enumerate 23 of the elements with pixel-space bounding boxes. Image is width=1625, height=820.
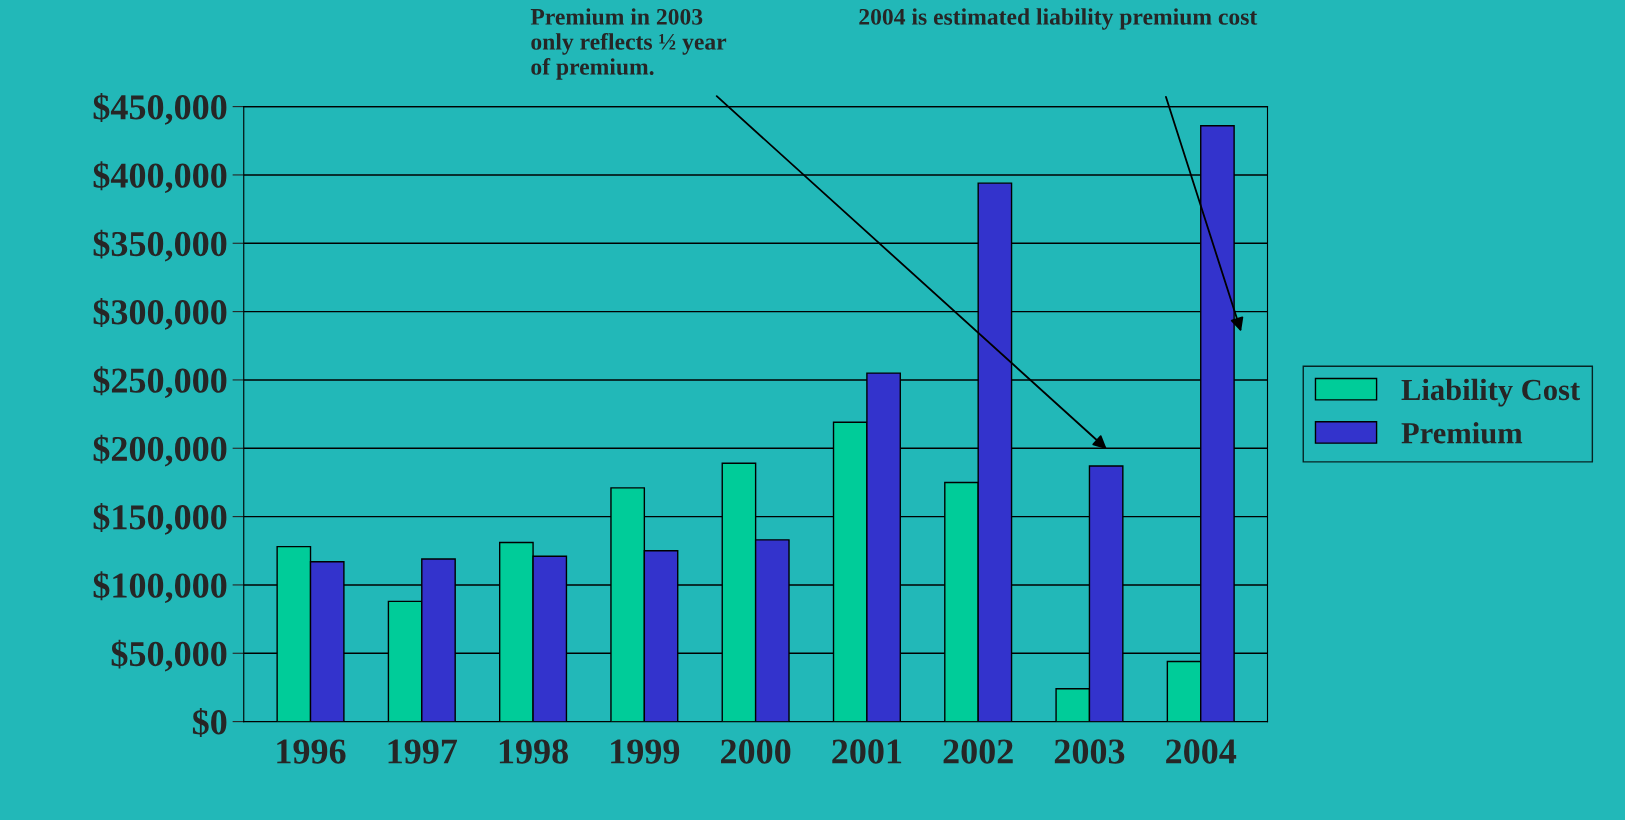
y-tick-label: $450,000	[93, 92, 227, 125]
x-tick-label: 1996	[277, 739, 346, 764]
y-tick-label: $250,000	[93, 366, 227, 399]
text: 2004 is estimated liability premium cost	[859, 8, 1258, 30]
legend-label: Liability Cost	[1401, 378, 1581, 407]
x-tick-label: 1998	[499, 739, 568, 764]
y-tick-label: $350,000	[93, 229, 227, 262]
x-tick-label: 2004	[1166, 739, 1237, 764]
x-tick-label: 1999	[611, 739, 680, 764]
x-tick-label: 2002	[943, 739, 1013, 764]
x-tick-label: 1997	[388, 739, 458, 764]
x-tick-label: 2000	[721, 739, 791, 764]
y-tick-label: $0	[192, 707, 227, 737]
x-tick-label: 2001	[832, 739, 902, 764]
text: Premium in 2003 only reflects ½ year of premium.	[530, 8, 727, 80]
legend-label: Premium	[1401, 421, 1523, 444]
y-tick-label: $100,000	[93, 571, 227, 604]
y-tick-label: $400,000	[93, 161, 227, 194]
y-tick-label: $50,000	[111, 639, 227, 672]
y-tick-label: $300,000	[93, 297, 227, 330]
y-tick-label: $200,000	[93, 434, 227, 467]
y-tick-label: $150,000	[93, 502, 227, 535]
x-tick-label: 2003	[1054, 739, 1125, 764]
